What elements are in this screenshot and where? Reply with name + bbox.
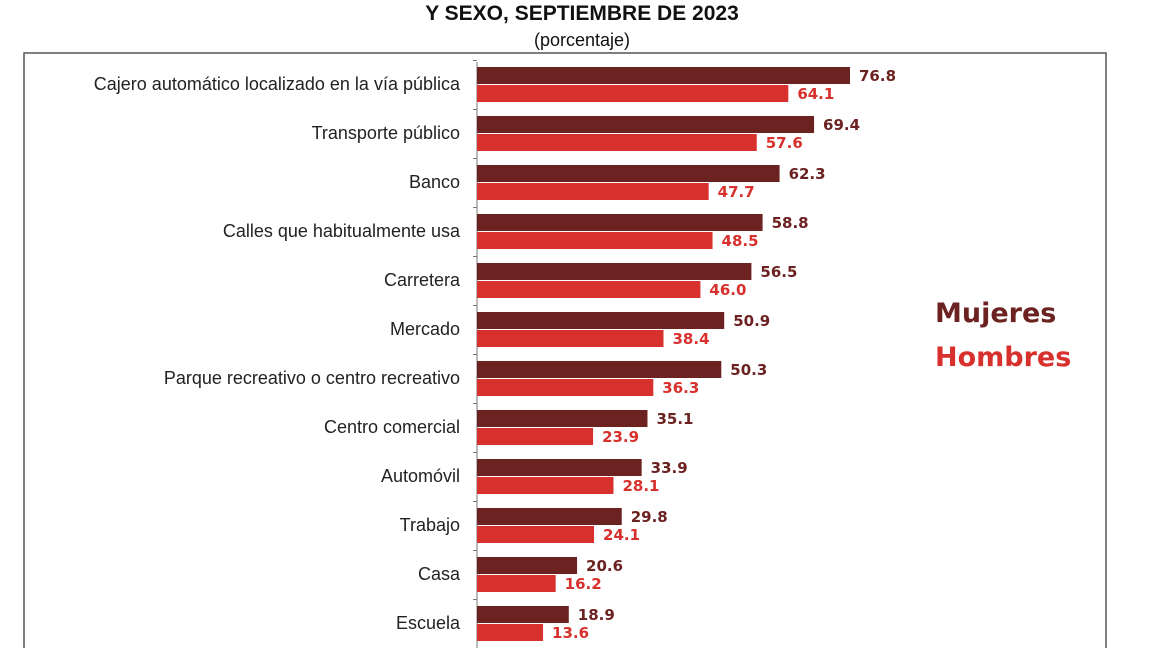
bar-mujeres (477, 165, 780, 182)
category-label: Calles que habitualmente usa (223, 221, 461, 241)
bar-mujeres (477, 116, 815, 133)
bar-mujeres (477, 459, 642, 476)
bar-hombres (477, 85, 789, 102)
bar-hombres (477, 428, 594, 445)
bar-mujeres (477, 557, 578, 574)
data-label-hombres: 36.3 (662, 379, 699, 397)
category-label: Casa (418, 564, 461, 584)
bar-hombres (477, 232, 713, 249)
data-label-hombres: 28.1 (622, 477, 659, 495)
bar-mujeres (477, 508, 622, 525)
bar-hombres (477, 134, 757, 151)
data-label-mujeres: 76.8 (859, 67, 896, 85)
bar-mujeres (477, 67, 850, 84)
data-label-hombres: 13.6 (552, 624, 589, 642)
category-label: Carretera (384, 270, 461, 290)
data-label-hombres: 16.2 (565, 575, 602, 593)
bar-mujeres (477, 410, 648, 427)
bar-hombres (477, 526, 595, 543)
data-label-mujeres: 35.1 (656, 410, 693, 428)
data-label-mujeres: 56.5 (760, 263, 797, 281)
bar-hombres (477, 379, 654, 396)
legend-hombres: Hombres (935, 342, 1071, 373)
category-label: Mercado (390, 319, 460, 339)
data-label-mujeres: 20.6 (586, 557, 623, 575)
category-label: Transporte público (312, 123, 460, 143)
data-label-mujeres: 58.8 (772, 214, 809, 232)
category-label: Parque recreativo o centro recreativo (164, 368, 460, 388)
category-label: Escuela (396, 613, 461, 633)
category-label: Banco (409, 172, 460, 192)
data-label-mujeres: 50.3 (730, 361, 767, 379)
chart-subtitle: (porcentaje) (534, 30, 630, 50)
bar-mujeres (477, 312, 725, 329)
data-label-hombres: 24.1 (603, 526, 640, 544)
category-label: Automóvil (381, 466, 460, 486)
data-label-hombres: 48.5 (722, 232, 759, 250)
data-label-mujeres: 69.4 (823, 116, 860, 134)
bar-mujeres (477, 606, 569, 623)
bar-mujeres (477, 361, 722, 378)
data-label-mujeres: 50.9 (733, 312, 770, 330)
category-label: Trabajo (400, 515, 460, 535)
bar-hombres (477, 281, 701, 298)
data-label-hombres: 64.1 (797, 85, 834, 103)
data-label-hombres: 38.4 (673, 330, 710, 348)
data-label-hombres: 46.0 (709, 281, 746, 299)
bar-mujeres (477, 214, 763, 231)
category-label: Cajero automático localizado en la vía p… (94, 74, 461, 94)
data-label-mujeres: 33.9 (651, 459, 688, 477)
bar-hombres (477, 575, 556, 592)
chart-title: Y SEXO, SEPTIEMBRE DE 2023 (425, 2, 739, 25)
data-label-mujeres: 29.8 (631, 508, 668, 526)
bar-hombres (477, 330, 664, 347)
data-label-mujeres: 62.3 (789, 165, 826, 183)
data-label-mujeres: 18.9 (578, 606, 615, 624)
plot-frame (23, 52, 1107, 648)
data-label-hombres: 23.9 (602, 428, 639, 446)
legend-mujeres: Mujeres (935, 298, 1056, 329)
category-label: Centro comercial (324, 417, 460, 437)
bar-mujeres (477, 263, 752, 280)
data-label-hombres: 47.7 (718, 183, 755, 201)
bar-hombres (477, 183, 709, 200)
data-label-hombres: 57.6 (766, 134, 803, 152)
bar-hombres (477, 624, 544, 641)
bar-hombres (477, 477, 614, 494)
